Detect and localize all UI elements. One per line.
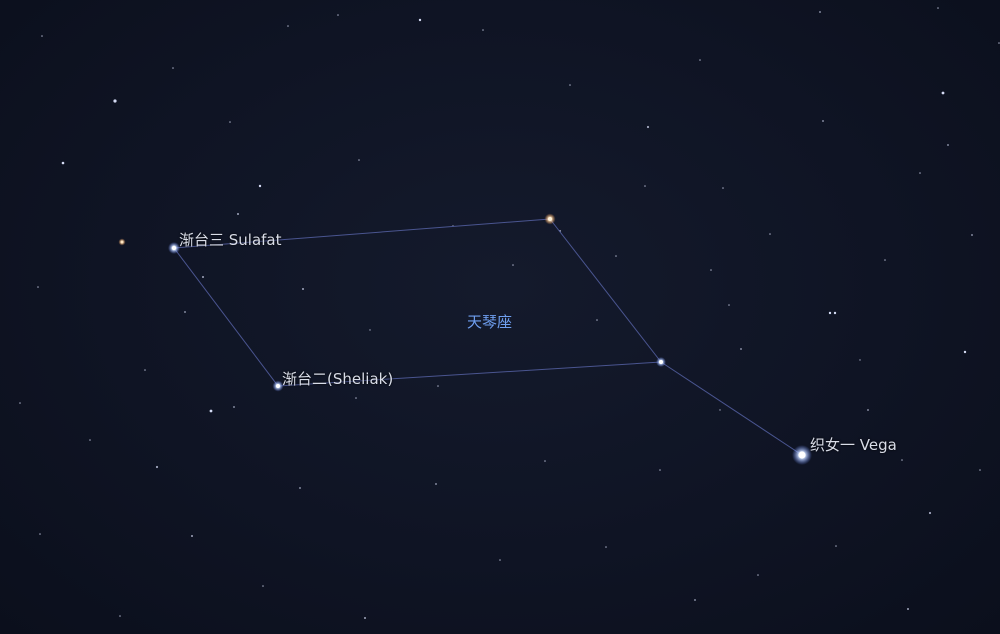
background-star: [437, 385, 439, 387]
background-star: [512, 264, 514, 266]
background-star: [287, 25, 289, 27]
background-star: [155, 465, 159, 469]
background-star: [947, 144, 949, 146]
line-sheliak-sulafat: [173, 247, 279, 387]
background-star: [41, 35, 43, 37]
background-star: [258, 184, 262, 188]
background-star: [355, 397, 357, 399]
label-vega[interactable]: 织女一 Vega: [810, 436, 897, 454]
background-star: [941, 91, 945, 95]
background-star: [184, 311, 186, 313]
background-star: [262, 585, 264, 587]
background-star: [615, 255, 617, 257]
background-star: [119, 615, 121, 617]
background-star: [740, 348, 742, 350]
background-star: [191, 535, 193, 537]
background-star: [822, 120, 824, 122]
background-star: [722, 187, 724, 189]
background-star: [229, 121, 231, 123]
star-zeta-lyrae[interactable]: [656, 357, 666, 367]
background-star: [364, 617, 366, 619]
background-star: [596, 319, 598, 321]
background-star: [901, 459, 903, 461]
line-right-sheliak: [277, 361, 662, 387]
background-star: [39, 533, 41, 535]
background-star: [694, 599, 696, 601]
background-star: [937, 7, 939, 9]
background-star: [299, 487, 301, 489]
background-star: [710, 269, 712, 271]
background-star: [358, 159, 360, 161]
background-star: [719, 409, 721, 411]
background-star: [113, 99, 117, 103]
background-star: [867, 409, 869, 411]
constellation-lines: [173, 218, 803, 456]
background-star: [757, 574, 759, 576]
background-star: [37, 286, 39, 288]
background-star: [209, 409, 213, 413]
background-stars: [19, 7, 1000, 619]
background-star: [337, 14, 339, 16]
background-star: [646, 125, 650, 129]
star-vega[interactable]: [792, 445, 812, 465]
star-delta-lyrae[interactable]: [544, 213, 556, 225]
background-star: [435, 483, 437, 485]
background-star: [302, 288, 304, 290]
background-star: [859, 359, 861, 361]
constellation-name[interactable]: 天琴座: [467, 313, 513, 331]
background-star: [963, 350, 967, 354]
label-sulafat[interactable]: 渐台三 Sulafat: [179, 231, 282, 249]
background-star: [89, 439, 91, 441]
background-star: [998, 42, 1000, 44]
background-star: [237, 213, 239, 215]
background-star: [907, 608, 909, 610]
background-star: [971, 234, 973, 236]
background-star: [482, 29, 484, 31]
label-sheliak[interactable]: 渐台二(Sheliak): [282, 370, 394, 388]
background-star: [644, 185, 646, 187]
line-right-vega: [660, 361, 803, 456]
background-star: [172, 67, 174, 69]
background-star: [833, 311, 837, 315]
background-star: [699, 59, 701, 61]
background-star: [728, 304, 730, 306]
background-star: [499, 559, 501, 561]
background-star: [233, 406, 235, 408]
background-star: [202, 276, 204, 278]
star-warm-left[interactable]: [118, 238, 126, 246]
background-star: [144, 369, 146, 371]
background-star: [979, 469, 981, 471]
background-star: [819, 11, 821, 13]
line-top-right: [549, 218, 662, 363]
star-sulafat[interactable]: [168, 242, 180, 254]
line-sulafat-top: [173, 218, 551, 249]
background-star: [769, 233, 771, 235]
background-star: [569, 84, 571, 86]
background-star: [418, 18, 422, 22]
background-star: [605, 546, 607, 548]
background-star: [835, 545, 837, 547]
star-sheliak[interactable]: [272, 380, 284, 392]
named-stars: [118, 213, 812, 465]
background-star: [369, 329, 371, 331]
background-star: [928, 511, 932, 515]
background-star: [919, 172, 921, 174]
background-star: [884, 259, 886, 261]
background-star: [544, 460, 546, 462]
background-star: [61, 161, 65, 165]
background-star: [659, 469, 661, 471]
background-star: [19, 402, 21, 404]
background-star: [828, 311, 832, 315]
